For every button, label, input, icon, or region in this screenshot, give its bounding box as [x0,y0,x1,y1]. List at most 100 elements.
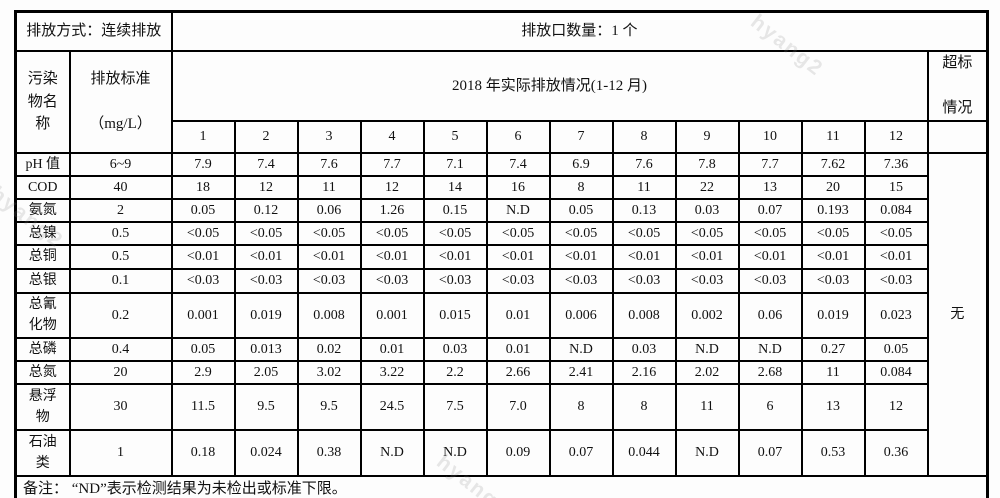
month-value-cell: 11 [611,174,677,200]
month-value-cell: N.D [485,197,551,223]
month-value-cell: 3.22 [359,359,425,385]
pollutant-name-cell: 总镍 [14,220,71,246]
table-row: 总氰 化物 0.2 0.001 0.019 0.008 0.001 0.015 0.01 0.0… [14,291,988,339]
month-value-cell: 20 [800,174,866,200]
month-value-cell: 7.1 [422,151,488,177]
pollutant-name-cell: pH 值 [14,151,71,177]
month-value-cell: 0.07 [737,197,803,223]
month-value-cell: 2.41 [548,359,614,385]
standard-value-cell: 6~9 [68,151,173,177]
month-value-cell: <0.03 [863,267,929,294]
month-value-cell: 0.05 [548,197,614,223]
month-value-cell: 0.193 [800,197,866,223]
month-value-cell: <0.03 [359,267,425,294]
month-value-cell: 11 [800,359,866,385]
month-value-cell: 0.01 [485,336,551,362]
period-header: 2018 年实际排放情况(1-12 月) [170,50,929,122]
month-value-cell: <0.05 [863,220,929,246]
month-value-cell: 0.013 [233,336,299,362]
month-value-cell: 2.2 [422,359,488,385]
month-value-cell: 13 [800,382,866,431]
month-value-cell: 6 [737,382,803,431]
standard-value-cell: 2 [68,197,173,223]
standard-value-cell: 1 [68,428,173,477]
month-value-cell: <0.03 [485,267,551,294]
month-value-cell: 24.5 [359,382,425,431]
month-value-cell: 18 [170,174,236,200]
month-value-cell: <0.05 [296,220,362,246]
month-value-cell: 0.002 [674,291,740,339]
month-value-cell: 12 [233,174,299,200]
month-value-cell: <0.01 [737,243,803,270]
month-value-cell: 2.02 [674,359,740,385]
month-value-cell: 14 [422,174,488,200]
month-value-cell: 0.044 [611,428,677,477]
outlet-count-cell: 排放口数量：1 个 [170,10,989,52]
exceed-header: 超标 情况 [926,50,989,122]
month-value-cell: 0.09 [485,428,551,477]
pollutant-name-cell: 总氮 [14,359,71,385]
month-header-cell: 4 [359,119,425,154]
month-value-cell: 11 [674,382,740,431]
month-value-cell: 0.01 [485,291,551,339]
pollutant-name-cell: 石油 类 [14,428,71,477]
month-value-cell: <0.01 [800,243,866,270]
discharge-data-table: 排放方式：连续排放 排放口数量：1 个 污染 物名 称 排放标准 （mg/L） … [14,10,990,498]
pollutant-name-cell: COD [14,174,71,200]
standard-header: 排放标准 （mg/L） [68,50,173,154]
month-value-cell: 0.05 [170,197,236,223]
month-value-cell: 0.36 [863,428,929,477]
month-value-cell: 0.13 [611,197,677,223]
month-value-cell: 0.024 [233,428,299,477]
exceed-status-cell: 无 [926,151,989,477]
month-value-cell: 0.001 [359,291,425,339]
month-value-cell: N.D [548,336,614,362]
table-row: 总氮 20 2.9 2.05 3.02 3.22 2.2 2.66 2.41 2.16 2.02 2.… [14,359,988,385]
month-value-cell: 9.5 [296,382,362,431]
table-row: 总铜 0.5 <0.01 <0.01 <0.01 <0.01 <0.01 <0.01 <0.01… [14,243,988,270]
month-value-cell: 0.03 [611,336,677,362]
month-value-cell: 2.66 [485,359,551,385]
month-value-cell: <0.03 [170,267,236,294]
month-value-cell: 7.7 [359,151,425,177]
month-value-cell: 13 [737,174,803,200]
month-value-cell: <0.03 [611,267,677,294]
month-value-cell: N.D [359,428,425,477]
month-value-cell: 9.5 [233,382,299,431]
month-value-cell: 22 [674,174,740,200]
remark-row: 备注： “ND”表示检测结果为未检出或标准下限。 [14,474,989,498]
month-header-cell: 10 [737,119,803,154]
month-header-cell: 8 [611,119,677,154]
month-header-cell: 7 [548,119,614,154]
standard-value-cell: 0.5 [68,243,173,270]
month-value-cell: <0.05 [737,220,803,246]
month-header-cell: 3 [296,119,362,154]
month-value-cell: <0.03 [422,267,488,294]
month-value-cell: 0.015 [422,291,488,339]
standard-value-cell: 20 [68,359,173,385]
month-value-cell: <0.05 [611,220,677,246]
month-header-cell: 11 [800,119,866,154]
month-value-cell: 6.9 [548,151,614,177]
month-value-cell: <0.01 [170,243,236,270]
month-value-cell: 0.18 [170,428,236,477]
month-value-cell: <0.01 [359,243,425,270]
month-header-cell: 2 [233,119,299,154]
exceed-spacer-cell [926,119,989,154]
month-value-cell: 11 [296,174,362,200]
month-value-cell: 0.07 [737,428,803,477]
month-value-cell: 7.8 [674,151,740,177]
month-value-cell: 0.02 [296,336,362,362]
month-value-cell: <0.03 [233,267,299,294]
remark-cell: 备注： “ND”表示检测结果为未检出或标准下限。 [14,474,989,498]
pollutant-name-cell: 总铜 [14,243,71,270]
month-value-cell: 0.53 [800,428,866,477]
month-value-cell: <0.05 [422,220,488,246]
month-header-cell: 5 [422,119,488,154]
month-value-cell: N.D [674,428,740,477]
month-value-cell: <0.01 [296,243,362,270]
month-value-cell: <0.05 [485,220,551,246]
pollutant-name-cell: 氨氮 [14,197,71,223]
discharge-method-cell: 排放方式：连续排放 [14,10,173,52]
table-row: 氨氮 2 0.05 0.12 0.06 1.26 0.15 N.D 0.05 0.13 0.03 0.… [14,197,988,223]
